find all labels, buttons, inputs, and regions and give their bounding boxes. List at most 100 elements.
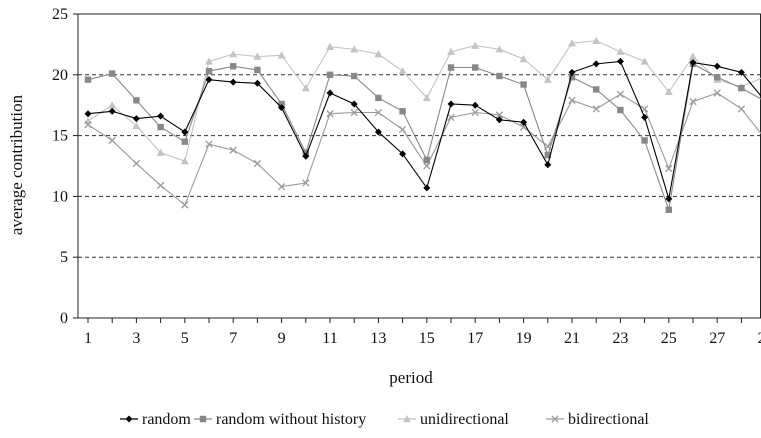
- data-point-bidirectional: [302, 179, 310, 187]
- data-point-bidirectional: [205, 140, 213, 148]
- data-point-random: [253, 79, 261, 87]
- plot-area: [77, 13, 761, 319]
- x-tick-label: 3: [132, 330, 140, 347]
- data-point-bidirectional: [84, 120, 92, 129]
- x-tick-label: 7: [229, 330, 237, 347]
- x-tick-label: 21: [564, 330, 580, 347]
- data-point-unidirectional: [229, 50, 238, 58]
- x-tick-label: 17: [467, 330, 483, 347]
- data-point-unidirectional: [495, 45, 504, 53]
- legend-marker: [199, 415, 207, 423]
- legend-item-unidirectional: unidirectional: [398, 411, 509, 428]
- data-point-random-without-history: [738, 84, 745, 92]
- legend-label: random without history: [216, 411, 366, 428]
- data-point-bidirectional: [665, 164, 673, 173]
- legend-marker: [551, 415, 559, 423]
- data-point-bidirectional: [592, 105, 600, 113]
- data-point-unidirectional: [132, 121, 141, 130]
- data-point-random-without-history: [665, 206, 672, 213]
- data-point-unidirectional: [471, 41, 480, 49]
- data-point-unidirectional: [253, 52, 262, 60]
- y-tick-label: 25: [52, 6, 68, 23]
- data-point-random-without-history: [84, 76, 92, 83]
- data-point-random: [592, 60, 600, 68]
- data-point-random-without-history: [278, 100, 285, 108]
- data-point-bidirectional: [350, 108, 358, 117]
- data-point-random-without-history: [375, 94, 382, 102]
- series-unidirectional: [84, 36, 761, 165]
- data-point-unidirectional: [398, 67, 407, 75]
- x-tick-label: 5: [181, 330, 189, 347]
- x-tick-label: 11: [322, 330, 337, 347]
- data-point-random: [641, 113, 649, 121]
- data-point-random-without-history: [205, 67, 213, 75]
- data-point-unidirectional: [664, 87, 673, 96]
- data-point-random: [84, 110, 92, 118]
- y-axis-ticks: 0 5 10 15 20 25: [52, 6, 78, 327]
- data-point-unidirectional: [301, 84, 310, 92]
- x-tick-label: 13: [370, 330, 386, 347]
- data-point-bidirectional: [326, 110, 334, 118]
- x-axis-label: period: [389, 368, 433, 387]
- data-point-random: [132, 115, 140, 123]
- data-point-bidirectional: [156, 181, 165, 190]
- data-point-random: [616, 57, 624, 65]
- legend-item-random: random: [120, 411, 191, 428]
- data-point-random-without-history: [423, 156, 430, 164]
- data-point-random: [689, 59, 697, 67]
- series-random-without-history: [84, 60, 761, 213]
- data-point-random: [399, 150, 407, 158]
- data-point-bidirectional: [277, 183, 286, 191]
- x-tick-label: 1: [84, 330, 92, 347]
- series-line-bidirectional: [87, 92, 761, 206]
- data-point-unidirectional: [205, 57, 213, 65]
- data-point-random-without-history: [230, 63, 237, 70]
- data-point-random: [229, 78, 237, 86]
- data-point-random-without-history: [641, 137, 648, 144]
- data-point-random: [447, 100, 455, 108]
- data-point-random-without-history: [568, 74, 576, 81]
- series-line-random: [87, 60, 761, 199]
- data-point-unidirectional: [350, 45, 359, 53]
- data-point-unidirectional: [689, 52, 697, 60]
- data-point-random-without-history: [714, 74, 721, 81]
- data-point-unidirectional: [326, 42, 334, 51]
- y-tick-label: 15: [52, 128, 68, 145]
- data-point-bidirectional: [229, 146, 237, 154]
- data-point-bidirectional: [423, 162, 431, 170]
- data-point-random-without-history: [544, 151, 551, 159]
- gridlines: [78, 74, 761, 258]
- data-point-bidirectional: [447, 113, 455, 122]
- series-line-unidirectional: [87, 40, 761, 162]
- data-point-random-without-history: [447, 64, 455, 71]
- data-point-unidirectional: [447, 47, 455, 55]
- y-tick-label: 0: [60, 310, 68, 327]
- y-tick-label: 20: [52, 67, 68, 84]
- data-point-random-without-history: [157, 123, 164, 131]
- data-point-random: [108, 107, 116, 115]
- data-point-bidirectional: [374, 108, 383, 117]
- data-point-random: [374, 128, 382, 136]
- data-point-unidirectional: [543, 75, 552, 83]
- legend-marker: [125, 415, 133, 423]
- data-point-random-without-history: [326, 71, 334, 78]
- data-point-random: [302, 152, 310, 160]
- legend-item-bidirectional: bidirectional: [546, 411, 649, 428]
- data-point-random-without-history: [133, 97, 140, 104]
- legend: random random without history unidirection…: [120, 411, 649, 428]
- series-bidirectional: [84, 89, 761, 209]
- data-point-unidirectional: [422, 93, 431, 102]
- y-tick-label: 5: [60, 249, 68, 266]
- data-point-bidirectional: [713, 89, 721, 97]
- data-point-unidirectional: [277, 51, 286, 59]
- data-point-random-without-history: [617, 106, 624, 114]
- data-point-unidirectional: [616, 47, 625, 55]
- data-point-random-without-history: [109, 70, 116, 77]
- data-point-random-without-history: [254, 66, 261, 74]
- data-point-unidirectional: [568, 39, 576, 47]
- series-line-random-without-history: [87, 62, 761, 210]
- data-point-unidirectional: [374, 50, 383, 58]
- data-point-random: [713, 62, 721, 70]
- x-tick-label: 9: [278, 330, 286, 347]
